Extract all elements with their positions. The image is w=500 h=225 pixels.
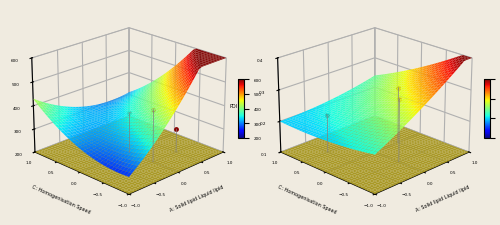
Y-axis label: C: Homogenisation Speed: C: Homogenisation Speed — [276, 183, 337, 214]
X-axis label: A: Solid lipid Liquid lipid: A: Solid lipid Liquid lipid — [416, 184, 470, 213]
X-axis label: A: Solid lipid Liquid lipid: A: Solid lipid Liquid lipid — [170, 184, 225, 213]
Y-axis label: C: Homogenisation Speed: C: Homogenisation Speed — [31, 183, 91, 214]
Text: Design-Expert® Software
Factor Coding: Actual
Particle Size (nm)

X1 = A: Solid : Design-Expert® Software Factor Coding: A… — [269, 9, 313, 49]
Legend: Design points above predicted val., Design points below predicted val.: Design points above predicted val., Desi… — [270, 106, 324, 117]
